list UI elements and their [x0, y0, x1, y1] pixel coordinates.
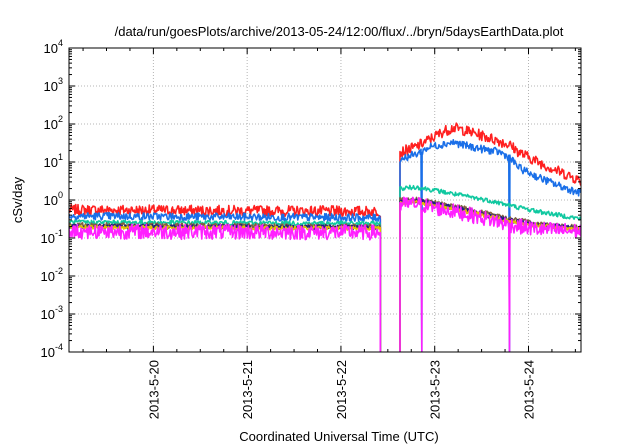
- x-tick-label: 2013-5-23: [428, 360, 443, 419]
- x-tick-label: 2013-5-24: [521, 360, 536, 419]
- y-tick-label: 10-4: [41, 342, 63, 360]
- y-tick-label: 103: [44, 76, 63, 94]
- data-series-line: [69, 196, 581, 352]
- x-tick-label: 2013-5-20: [146, 360, 161, 419]
- x-axis-label: Coordinated Universal Time (UTC): [239, 429, 438, 444]
- data-series-line: [69, 184, 581, 352]
- y-tick-label: 100: [44, 190, 63, 208]
- data-series-line: [69, 139, 581, 352]
- y-axis-label: cSv/day: [10, 176, 25, 223]
- y-tick-label: 101: [44, 152, 63, 170]
- chart-title: /data/run/goesPlots/archive/2013-05-24/1…: [115, 24, 564, 39]
- ticks: 10-4 10-3 10-2 10-1 100 101 102 103 104 2013-5-20…: [41, 38, 581, 419]
- y-tick-label: 10-2: [41, 266, 63, 284]
- y-tick-label: 102: [44, 114, 63, 132]
- y-tick-label: 10-1: [41, 228, 63, 246]
- y-tick-label: 10-3: [41, 304, 63, 322]
- grid: [69, 48, 581, 352]
- x-tick-label: 2013-5-22: [334, 360, 349, 419]
- x-tick-label: 2013-5-21: [240, 360, 255, 419]
- series-layer: [69, 122, 581, 352]
- y-tick-label: 104: [44, 38, 63, 56]
